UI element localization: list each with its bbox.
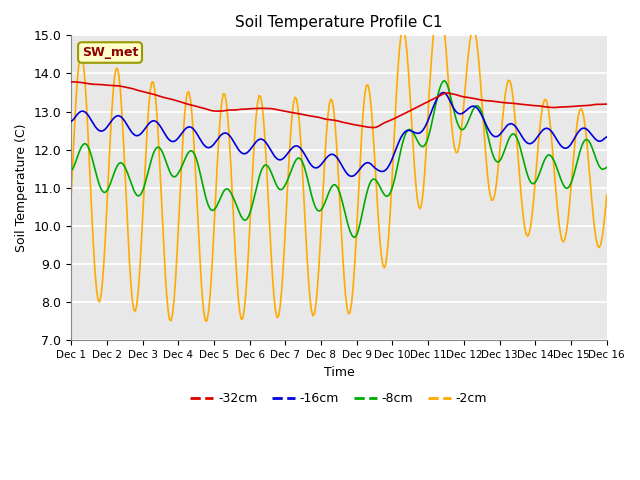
Y-axis label: Soil Temperature (C): Soil Temperature (C): [15, 124, 28, 252]
Legend: -32cm, -16cm, -8cm, -2cm: -32cm, -16cm, -8cm, -2cm: [186, 387, 492, 410]
Text: SW_met: SW_met: [82, 46, 138, 59]
Title: Soil Temperature Profile C1: Soil Temperature Profile C1: [235, 15, 443, 30]
X-axis label: Time: Time: [324, 366, 355, 379]
